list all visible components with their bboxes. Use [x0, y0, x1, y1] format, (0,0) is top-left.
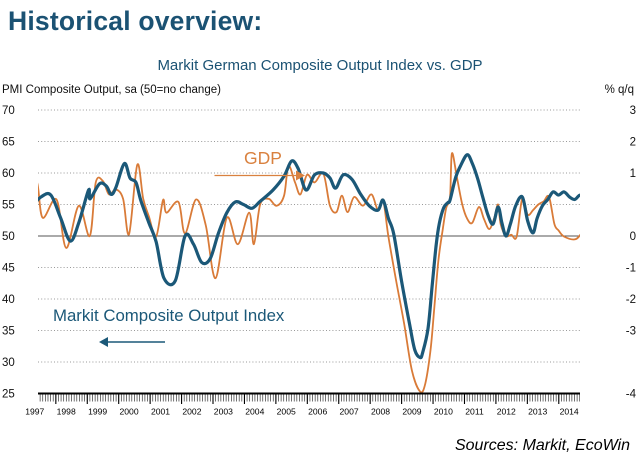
- svg-text:2009: 2009: [402, 407, 421, 417]
- svg-text:40: 40: [2, 294, 15, 306]
- svg-text:0: 0: [630, 231, 636, 243]
- svg-text:2008: 2008: [371, 407, 390, 417]
- svg-text:GDP: GDP: [244, 148, 282, 168]
- svg-text:1: 1: [630, 168, 636, 180]
- svg-text:50: 50: [2, 231, 15, 243]
- svg-text:2007: 2007: [340, 407, 359, 417]
- svg-text:2013: 2013: [528, 407, 547, 417]
- svg-text:-2: -2: [626, 294, 636, 306]
- svg-text:Markit Composite Output Index: Markit Composite Output Index: [53, 306, 285, 325]
- svg-text:2: 2: [630, 137, 636, 149]
- svg-text:2011: 2011: [465, 407, 484, 417]
- svg-text:60: 60: [2, 168, 15, 180]
- svg-text:2006: 2006: [308, 407, 327, 417]
- svg-text:2001: 2001: [151, 407, 170, 417]
- svg-text:2012: 2012: [497, 407, 516, 417]
- svg-text:45: 45: [2, 263, 15, 275]
- svg-text:1997: 1997: [25, 407, 44, 417]
- svg-text:-4: -4: [626, 389, 637, 401]
- svg-text:55: 55: [2, 200, 15, 212]
- svg-text:30: 30: [2, 357, 15, 369]
- svg-text:2010: 2010: [434, 407, 453, 417]
- svg-text:2002: 2002: [182, 407, 201, 417]
- svg-text:70: 70: [2, 105, 15, 117]
- svg-text:35: 35: [2, 326, 15, 338]
- svg-text:2004: 2004: [245, 407, 264, 417]
- svg-text:-1: -1: [626, 263, 636, 275]
- svg-text:2000: 2000: [120, 407, 139, 417]
- svg-text:65: 65: [2, 137, 15, 149]
- svg-text:2005: 2005: [277, 407, 296, 417]
- svg-text:25: 25: [2, 389, 15, 401]
- svg-text:-3: -3: [626, 326, 636, 338]
- svg-text:1999: 1999: [88, 407, 107, 417]
- svg-text:2003: 2003: [214, 407, 233, 417]
- svg-text:2014: 2014: [560, 407, 579, 417]
- svg-text:3: 3: [630, 105, 636, 117]
- svg-text:1998: 1998: [57, 407, 76, 417]
